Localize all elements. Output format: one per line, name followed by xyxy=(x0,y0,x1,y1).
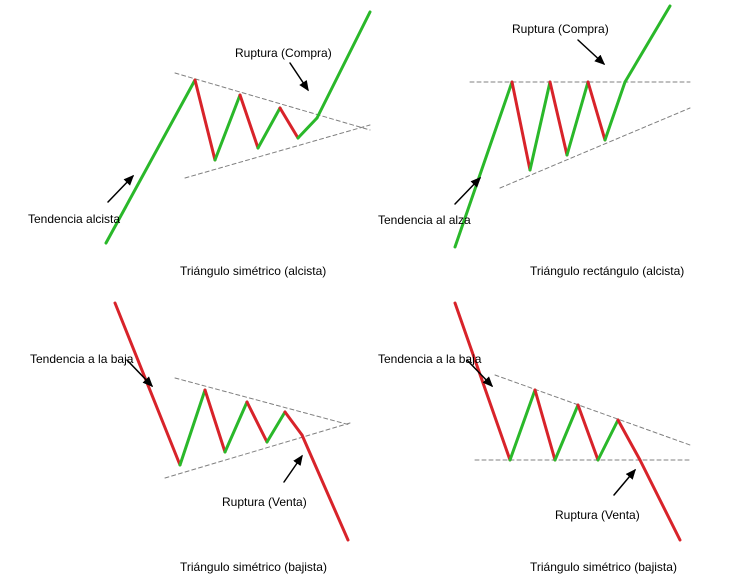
breakout-label: Ruptura (Venta) xyxy=(555,508,640,522)
breakout-label: Ruptura (Compra) xyxy=(235,46,332,60)
trend-label: Tendencia a la baja xyxy=(378,352,481,366)
trend-label: Tendencia alcista xyxy=(28,212,120,226)
panel-title: Triángulo simétrico (alcista) xyxy=(180,264,326,278)
panel-title: Triángulo rectángulo (alcista) xyxy=(530,264,684,278)
panel-title: Triángulo simétrico (bajista) xyxy=(530,560,677,574)
trend-label: Tendencia al alza xyxy=(378,213,471,227)
breakout-label: Ruptura (Venta) xyxy=(222,495,307,509)
breakout-label: Ruptura (Compra) xyxy=(512,22,609,36)
triangle-patterns-diagram xyxy=(0,0,744,575)
panel-title: Triángulo simétrico (bajista) xyxy=(180,560,327,574)
trend-label: Tendencia a la baja xyxy=(30,352,133,366)
